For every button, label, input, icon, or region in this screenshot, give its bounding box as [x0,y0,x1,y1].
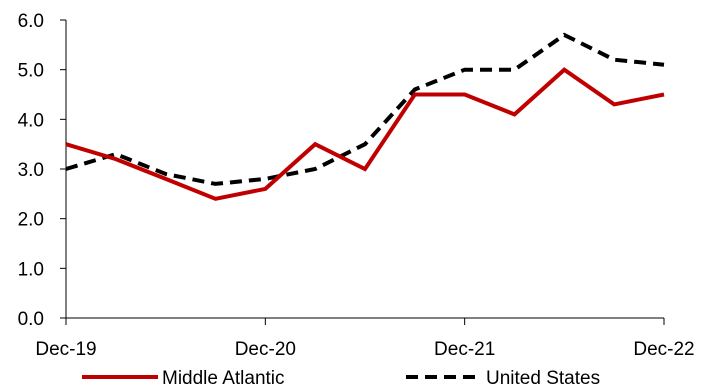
legend: Middle Atlantic United States [82,368,600,388]
y-tick-label: 3.0 [18,160,44,181]
y-tick-label: 1.0 [18,259,44,280]
x-tick-labels: Dec-19 Dec-20 Dec-21 Dec-22 [35,339,694,360]
x-tick-label: Dec-21 [434,339,495,360]
legend-label: Middle Atlantic [162,368,285,388]
y-tick-label: 4.0 [18,110,44,131]
series-united-states [65,32,665,186]
series-line [65,32,665,186]
series-layer [65,32,665,201]
y-tick-label: 0.0 [18,309,44,330]
y-tick-label: 6.0 [18,11,44,32]
series-line [65,67,665,201]
legend-label: United States [486,368,600,388]
y-tick-label: 2.0 [18,210,44,231]
series-middle-atlantic [65,67,665,201]
legend-item: Middle Atlantic [82,368,285,388]
x-tick-label: Dec-22 [633,339,694,360]
legend-item: United States [406,368,600,388]
y-tick-label: 5.0 [18,61,44,82]
x-tick-label: Dec-20 [235,339,296,360]
x-tick-label: Dec-19 [35,339,96,360]
y-tick-labels: 0.0 1.0 2.0 3.0 4.0 5.0 6.0 [18,11,44,330]
